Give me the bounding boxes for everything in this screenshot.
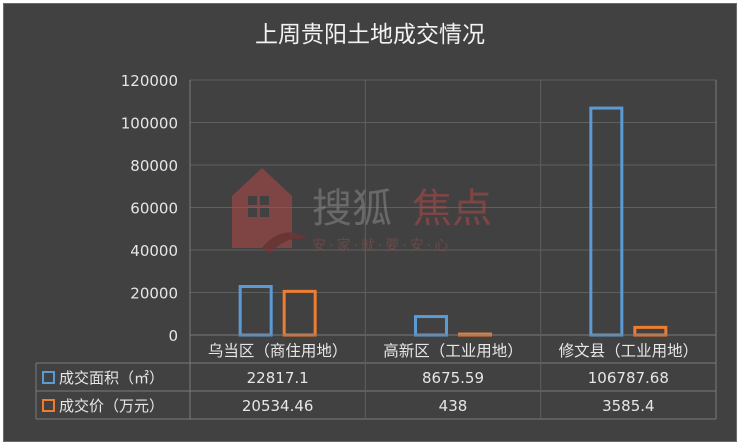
- legend-series-name: 成交面积（㎡）: [59, 369, 164, 387]
- y-tick-label: 100000: [121, 115, 178, 133]
- bar-price-2: [633, 325, 668, 337]
- legend-key-area-icon: [42, 371, 55, 384]
- sohu-house-logo-icon: [232, 168, 308, 254]
- y-tick-label: 0: [168, 327, 178, 345]
- bar-price-0: [282, 289, 317, 337]
- y-tick-label: 40000: [130, 242, 178, 260]
- y-tick-label: 120000: [121, 72, 178, 90]
- legend-series-name: 成交价（万元）: [59, 397, 164, 415]
- x-category-label: 修文县（工业用地）: [559, 342, 699, 360]
- x-category-label: 高新区（工业用地）: [383, 342, 523, 360]
- data-label: 3585.4: [602, 397, 655, 415]
- chart-frame: [3, 3, 737, 442]
- y-tick-label: 60000: [130, 200, 178, 218]
- y-axis-ticks: 0 20000 40000 60000 80000 100000 120000: [121, 72, 178, 345]
- watermark-brand: 搜狐: [312, 186, 392, 232]
- legend-key-price-icon: [42, 399, 55, 412]
- bar-area-0: [238, 285, 273, 337]
- x-category-label: 乌当区（商住用地）: [208, 342, 348, 360]
- data-label: 22817.1: [247, 369, 309, 387]
- data-label: 106787.68: [588, 369, 669, 387]
- data-label: 20534.46: [242, 397, 314, 415]
- y-tick-label: 20000: [130, 285, 178, 303]
- bar-area-1: [414, 315, 448, 337]
- data-label: 8675.59: [422, 369, 484, 387]
- watermark: 搜狐 焦点 安·家·就·要·安·心: [232, 168, 492, 254]
- watermark-slogan: 安·家·就·要·安·心: [312, 237, 451, 254]
- watermark-brand-accent: 焦点: [412, 186, 492, 232]
- bar-area-2: [589, 106, 624, 337]
- y-tick-label: 80000: [130, 157, 178, 175]
- data-label: 438: [439, 397, 468, 415]
- data-table: 乌当区（商住用地） 高新区（工业用地） 修文县（工业用地） 成交面积（㎡） 22817.…: [35, 80, 717, 420]
- chart-title: 上周贵阳土地成交情况: [255, 22, 485, 48]
